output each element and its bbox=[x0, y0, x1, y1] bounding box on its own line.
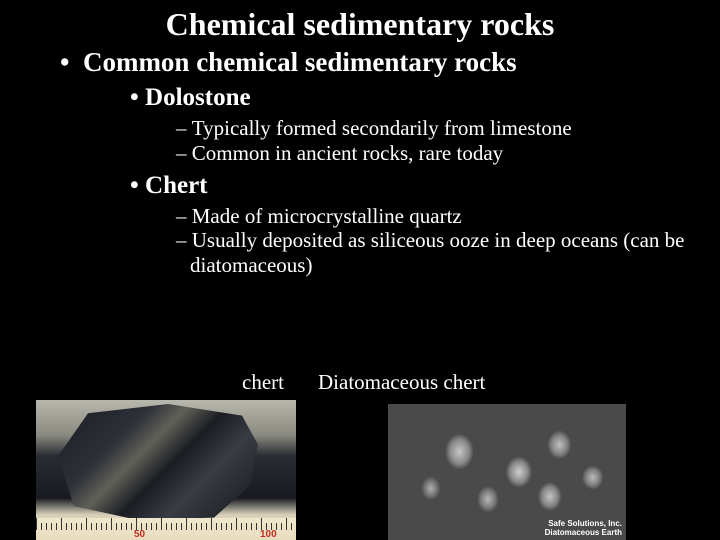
ruler-tick bbox=[151, 523, 152, 530]
ruler-tick bbox=[51, 523, 52, 530]
ruler-tick bbox=[221, 523, 222, 530]
level1-text: Common chemical sedimentary rocks bbox=[83, 47, 517, 77]
ruler-tick bbox=[96, 523, 97, 530]
ruler-tick bbox=[126, 523, 127, 530]
ruler: 50 100 bbox=[36, 518, 296, 540]
dolostone-point2: – Common in ancient rocks, rare today bbox=[176, 141, 690, 166]
ruler-tick bbox=[71, 523, 72, 530]
ruler-tick bbox=[146, 523, 147, 530]
ruler-tick bbox=[191, 523, 192, 530]
ruler-tick bbox=[41, 523, 42, 530]
ruler-tick bbox=[166, 523, 167, 530]
ruler-tick bbox=[86, 518, 87, 530]
ruler-tick bbox=[216, 523, 217, 530]
ruler-tick bbox=[241, 523, 242, 530]
ruler-tick bbox=[271, 523, 272, 530]
ruler-tick bbox=[291, 523, 292, 530]
ruler-tick bbox=[276, 523, 277, 530]
ruler-tick bbox=[116, 523, 117, 530]
dash-marker: – bbox=[176, 116, 187, 140]
ruler-tick bbox=[206, 523, 207, 530]
chert-point1: – Made of microcrystalline quartz bbox=[176, 204, 690, 229]
ruler-tick bbox=[141, 523, 142, 530]
dash-marker: – bbox=[176, 228, 187, 252]
ruler-tick bbox=[121, 523, 122, 530]
ruler-tick bbox=[36, 518, 37, 530]
ruler-tick bbox=[136, 518, 137, 530]
dolostone-point1-text: Typically formed secondarily from limest… bbox=[192, 116, 572, 140]
ruler-tick bbox=[76, 523, 77, 530]
ruler-tick bbox=[176, 523, 177, 530]
ruler-mark-50: 50 bbox=[134, 529, 145, 540]
ruler-tick bbox=[131, 523, 132, 530]
ruler-tick bbox=[91, 523, 92, 530]
ruler-tick bbox=[161, 518, 162, 530]
ruler-tick bbox=[66, 523, 67, 530]
ruler-tick bbox=[251, 523, 252, 530]
dolostone-point2-text: Common in ancient rocks, rare today bbox=[192, 141, 503, 165]
slide-title: Chemical sedimentary rocks bbox=[0, 0, 720, 47]
bullet-marker: • bbox=[130, 172, 139, 199]
rock-icon bbox=[58, 404, 258, 520]
dash-marker: – bbox=[176, 204, 187, 228]
chert-point1-text: Made of microcrystalline quartz bbox=[192, 204, 462, 228]
caption-diatom: Diatomaceous chert bbox=[318, 370, 485, 395]
chert-photo: 50 100 bbox=[36, 400, 296, 540]
ruler-tick bbox=[61, 518, 62, 530]
ruler-tick bbox=[266, 523, 267, 530]
ruler-tick bbox=[261, 518, 262, 530]
bullet-dolostone: • Dolostone bbox=[130, 84, 720, 112]
credit-line2: Diatomaceous Earth bbox=[545, 528, 622, 537]
ruler-tick bbox=[226, 523, 227, 530]
ruler-tick bbox=[231, 523, 232, 530]
ruler-tick bbox=[156, 523, 157, 530]
ruler-mark-100: 100 bbox=[260, 529, 277, 540]
ruler-tick bbox=[106, 523, 107, 530]
ruler-tick bbox=[281, 523, 282, 530]
ruler-tick bbox=[81, 523, 82, 530]
bullet-marker: • bbox=[60, 47, 69, 77]
dolostone-heading: Dolostone bbox=[145, 84, 251, 111]
ruler-tick bbox=[286, 518, 287, 530]
photo-credit: Safe Solutions, Inc. Diatomaceous Earth bbox=[545, 520, 622, 538]
ruler-tick bbox=[181, 523, 182, 530]
bullet-level1: • Common chemical sedimentary rocks bbox=[60, 47, 720, 78]
ruler-tick bbox=[246, 523, 247, 530]
ruler-tick bbox=[236, 518, 237, 530]
ruler-tick bbox=[196, 523, 197, 530]
caption-chert: chert bbox=[242, 370, 284, 395]
ruler-tick bbox=[111, 518, 112, 530]
ruler-tick bbox=[186, 518, 187, 530]
ruler-tick bbox=[171, 523, 172, 530]
bullet-chert: • Chert bbox=[130, 172, 720, 200]
ruler-tick bbox=[256, 523, 257, 530]
ruler-tick bbox=[101, 523, 102, 530]
dash-marker: – bbox=[176, 141, 187, 165]
ruler-tick bbox=[46, 523, 47, 530]
ruler-tick bbox=[201, 523, 202, 530]
ruler-tick bbox=[211, 518, 212, 530]
credit-line1: Safe Solutions, Inc. bbox=[548, 519, 622, 528]
ruler-tick bbox=[56, 523, 57, 530]
dolostone-point1: – Typically formed secondarily from lime… bbox=[176, 116, 690, 141]
chert-heading: Chert bbox=[145, 172, 207, 199]
bullet-marker: • bbox=[130, 84, 139, 111]
chert-point2: – Usually deposited as siliceous ooze in… bbox=[176, 228, 690, 278]
chert-point2-text: Usually deposited as siliceous ooze in d… bbox=[190, 228, 685, 277]
diatom-photo: Safe Solutions, Inc. Diatomaceous Earth bbox=[388, 404, 626, 540]
